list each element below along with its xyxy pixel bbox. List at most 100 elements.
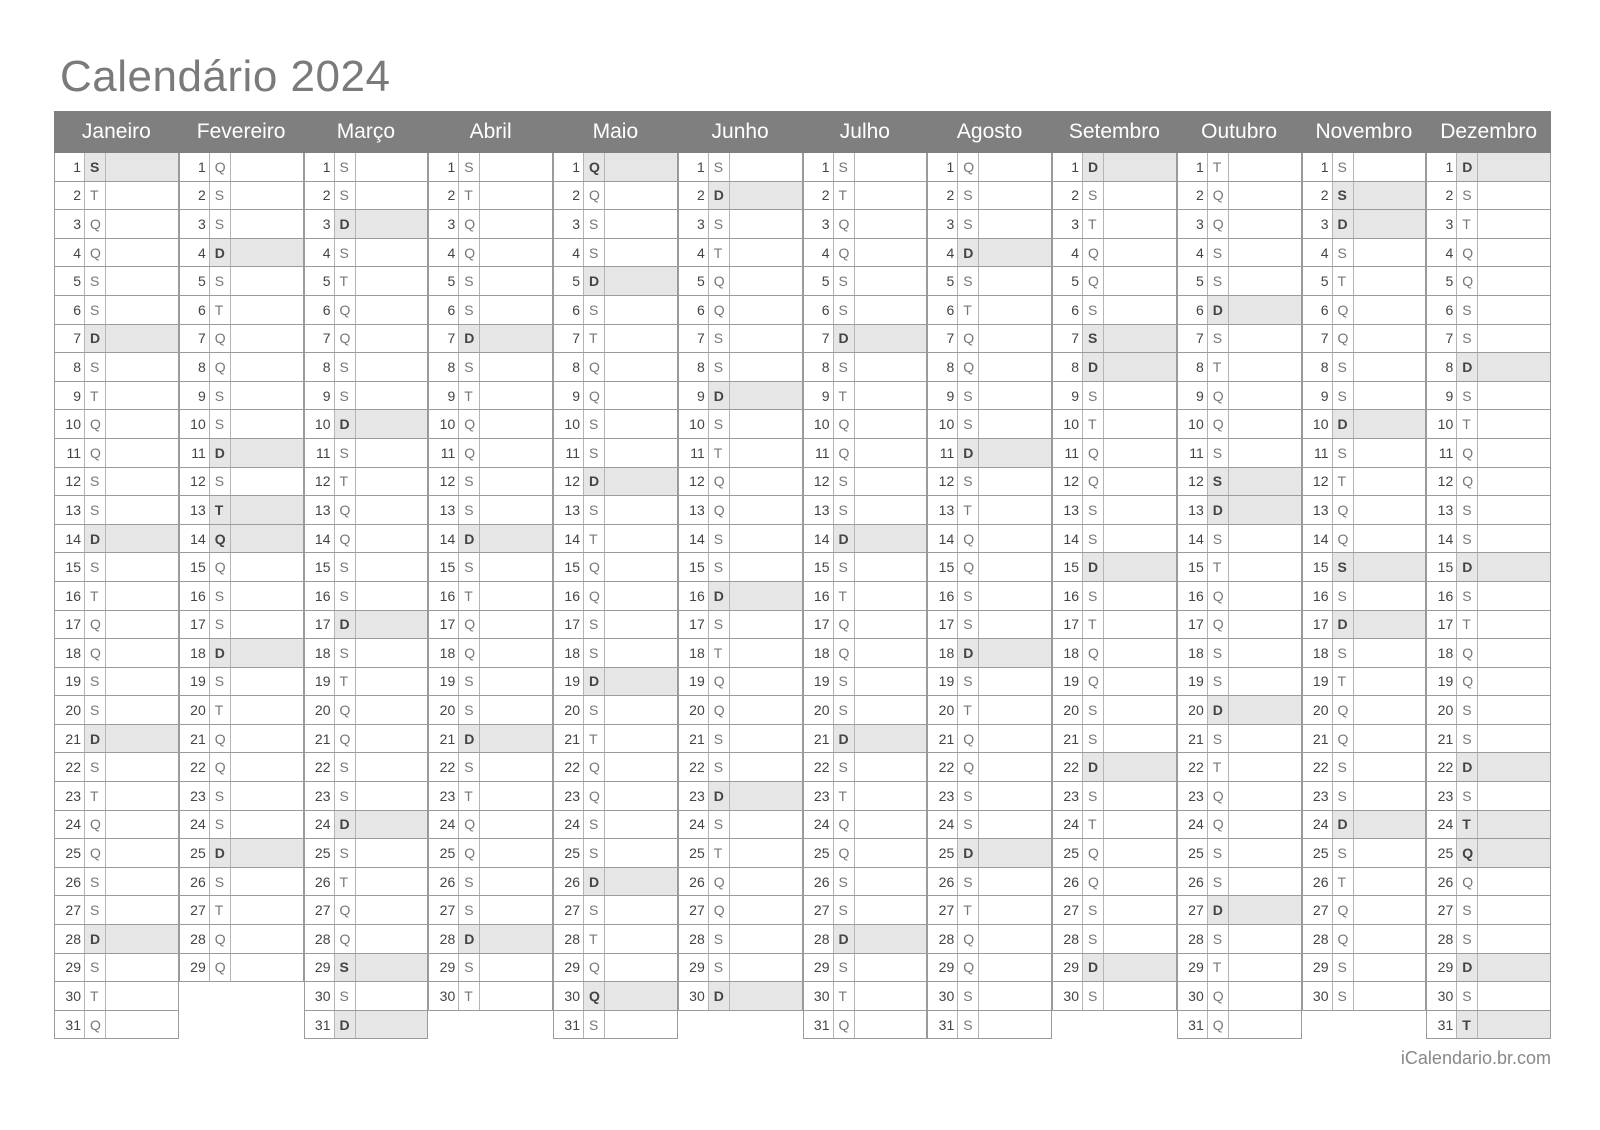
weekday-letter: Q [838, 1016, 850, 1033]
weekday-letter: S [1212, 644, 1223, 661]
day-number: 10 [1312, 416, 1329, 433]
cell-divider [1227, 295, 1229, 324]
cell-divider [458, 381, 460, 410]
cell-divider [479, 467, 481, 496]
day-number: 7 [946, 330, 955, 347]
weekday-letter: Q [963, 759, 975, 776]
day-number: 23 [190, 787, 206, 804]
cell-divider [229, 867, 231, 896]
cell-divider [1082, 667, 1083, 696]
day-number: 7 [821, 330, 830, 347]
cell-divider [707, 581, 709, 610]
day-number: 22 [314, 759, 331, 776]
day-number: 2 [1071, 187, 1079, 204]
weekday-letter: S [1212, 845, 1223, 862]
day-number: 22 [1312, 759, 1329, 776]
cell-divider [1477, 867, 1479, 896]
day-number: 11 [1064, 444, 1079, 461]
weekday-letter: D [1462, 959, 1473, 976]
day-number: 15 [65, 559, 81, 576]
cell-divider [84, 724, 85, 753]
cell-divider [1477, 953, 1479, 982]
cell-divider [728, 896, 730, 925]
weekday-letter: S [339, 444, 349, 461]
day-row: 12 S [54, 467, 179, 497]
weekday-letter: S [1337, 587, 1347, 604]
weekday-letter: Q [1212, 816, 1224, 833]
day-number: 13 [1312, 501, 1329, 518]
day-row: 13 Q [677, 496, 803, 525]
weekday-letter: D [963, 244, 974, 261]
weekday-letter: S [1462, 587, 1472, 604]
cell-divider [229, 953, 231, 982]
cell-divider [1456, 524, 1458, 553]
day-row: 11 D [178, 438, 304, 468]
cell-divider [832, 353, 834, 381]
weekday-letter: T [1462, 416, 1471, 433]
cell-divider [1477, 181, 1479, 210]
day-number: 13 [813, 501, 830, 518]
day-row: 16 T [802, 581, 928, 611]
cell-divider [1082, 238, 1083, 267]
day-row: 30 S [927, 982, 1052, 1011]
weekend-holiday-shade [958, 639, 1051, 667]
footer-credit: iCalendario.br.com [1400, 1048, 1551, 1068]
cell-divider [1331, 438, 1333, 467]
weekend-holiday-shade [459, 724, 552, 753]
weekday-letter: T [214, 501, 224, 518]
day-row: 30 S [1052, 982, 1177, 1011]
weekday-letter: S [464, 273, 474, 290]
day-number: 6 [821, 301, 830, 318]
cell-divider [707, 438, 709, 467]
weekday-letter: D [1088, 959, 1099, 976]
day-number: 9 [946, 387, 955, 404]
cell-divider [1477, 153, 1479, 181]
cell-divider [957, 181, 959, 210]
weekday-letter: S [1462, 787, 1472, 804]
weekday-letter: Q [1212, 787, 1224, 804]
day-row: 28 D [802, 925, 928, 954]
day-number: 9 [1320, 387, 1329, 404]
day-number: 8 [1195, 358, 1204, 375]
weekday-letter: Q [1212, 1016, 1224, 1033]
cell-divider [583, 953, 584, 982]
cell-divider [832, 925, 834, 953]
day-number: 30 [689, 988, 705, 1005]
cell-divider [84, 839, 85, 867]
cell-divider [1103, 925, 1104, 953]
day-number: 22 [439, 759, 456, 776]
day-number: 24 [65, 816, 81, 833]
day-row: 12 S [927, 467, 1052, 497]
weekday-letter: S [1088, 902, 1098, 919]
day-row: 15 S [1301, 553, 1427, 582]
day-number: 28 [314, 930, 331, 947]
cell-divider [978, 210, 980, 238]
weekend-holiday-shade [1083, 153, 1176, 181]
weekday-letter: T [464, 587, 473, 604]
day-row: 18 Q [802, 639, 928, 668]
weekday-letter: S [339, 244, 349, 261]
cell-divider [583, 810, 584, 839]
day-row: 11 Q [428, 438, 553, 468]
cell-divider [1082, 324, 1083, 353]
weekday-letter: Q [838, 444, 850, 461]
cell-divider [1206, 610, 1208, 639]
cell-divider [1331, 724, 1333, 753]
day-number: 22 [564, 759, 580, 776]
day-row: 29 S [54, 953, 179, 983]
day-row: 26 Q [677, 867, 803, 897]
weekday-letter: S [838, 873, 848, 890]
day-row: 22 S [802, 753, 928, 783]
cell-divider [84, 782, 85, 810]
day-number: 5 [322, 273, 331, 290]
cell-divider [583, 782, 584, 810]
weekday-letter: S [214, 387, 225, 404]
cell-divider [957, 324, 959, 353]
cell-divider [604, 867, 605, 896]
